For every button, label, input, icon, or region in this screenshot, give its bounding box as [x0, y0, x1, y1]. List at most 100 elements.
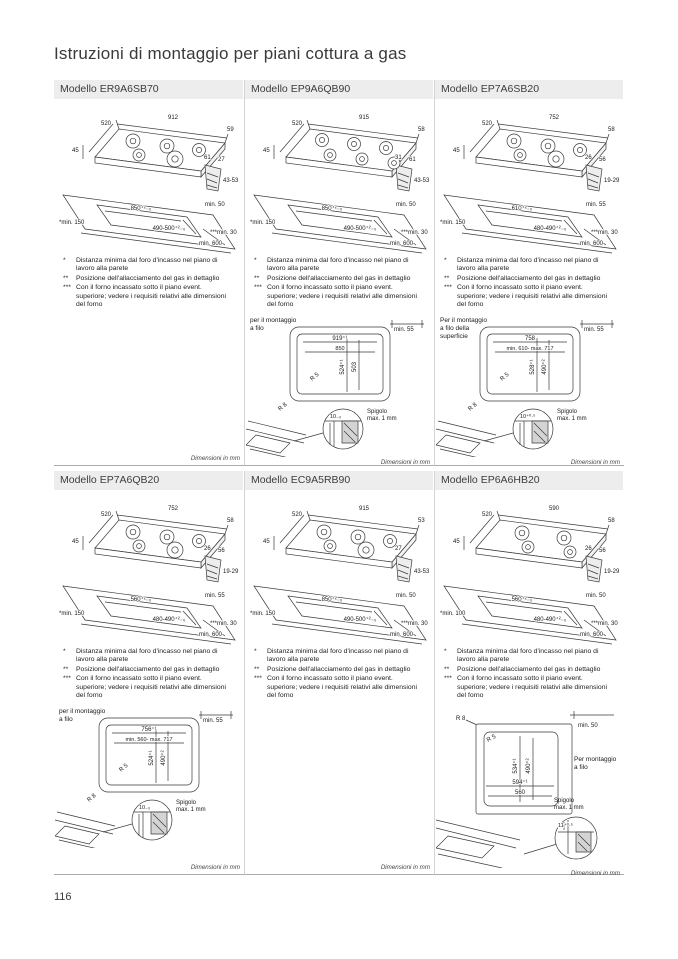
flush-title: Per il montaggio a filo della superficie	[440, 316, 487, 341]
min-top-label: min. 55	[203, 718, 223, 724]
cutout-depth-label: 490-500⁺²₋₀	[153, 225, 186, 232]
min-wall-right-label: ***min. 30	[591, 230, 618, 236]
aux-dim-1: 31	[395, 155, 402, 161]
min-depth-label: min. 600	[199, 632, 223, 638]
depth-label: 520	[101, 121, 112, 127]
model-label: Modello EP9A6QB90	[251, 83, 351, 95]
footnote: *** Con il forno incassato sotto il piano…	[254, 284, 422, 309]
footnote: * Distanza minima dal foro d'incasso nel …	[444, 648, 612, 665]
footnote-marker: **	[254, 274, 260, 282]
detail-dim-label: 10₋₀	[139, 805, 150, 811]
dimensions-note: Dimensioni in mm	[190, 864, 240, 871]
footnotes: * Distanza minima dal foro d'incasso nel …	[254, 257, 433, 311]
footnote-text: Posizione dell'allacciamento del gas in …	[76, 274, 220, 282]
panel-ep7a6sb20: Modello EP7A6SB20 520 752 58 45 26 56 19…	[434, 80, 624, 466]
cutout-depth-label: 480-490⁺²₋₀	[153, 616, 186, 623]
min-top-label: min. 55	[584, 327, 604, 333]
aux-dim-2: 27	[218, 157, 225, 163]
installation-diagram: 520 915 58 45 31 61 43-53 850⁺²₋₀ 490-50…	[249, 114, 431, 254]
footnote: * Distanza minima dal foro d'incasso nel …	[254, 257, 422, 274]
width-label: 752	[549, 115, 560, 121]
edge-height-label: 58	[608, 518, 615, 524]
min-front-label: min. 50	[396, 202, 416, 208]
outer-height-label: 534⁺¹	[512, 758, 519, 773]
gas-position-label: 19-29	[604, 178, 620, 184]
cutout-width-label: 850⁺²₋₀	[131, 205, 152, 212]
left-height-label: 45	[453, 148, 460, 154]
min-front-label: min. 55	[205, 593, 225, 599]
inner-width-label: 850	[335, 346, 344, 352]
aux-dim-1: 61	[204, 155, 211, 161]
footnote: ** Posizione dell'allacciamento del gas i…	[444, 666, 612, 674]
radius-outer-label: R 8	[277, 401, 289, 412]
min-front-label: min. 50	[205, 202, 225, 208]
panel-body: 520 752 58 45 26 56 19-29 560⁺²₋₀ 480-49…	[54, 494, 244, 874]
min-front-label: min. 55	[586, 202, 606, 208]
footnote: ** Posizione dell'allacciamento del gas i…	[63, 666, 231, 674]
footnote-text: Distanza minima dal foro d'incasso nel p…	[76, 257, 218, 273]
footnote-text: Distanza minima dal foro d'incasso nel p…	[267, 648, 409, 664]
panel-ep7a6qb20: Modello EP7A6QB20 520 752 58 45 26 56 19…	[54, 471, 244, 875]
model-label: Modello EC9A5RB90	[251, 474, 351, 486]
footnote-marker: *	[254, 648, 257, 655]
cutout-width-label: 560⁺²₋₀	[131, 596, 152, 603]
footnote-text: Distanza minima dal foro d'incasso nel p…	[76, 648, 218, 664]
outer-height-label: 524⁺¹	[339, 359, 346, 374]
aux-dim-1: 27	[395, 546, 402, 552]
installation-diagram: 520 912 59 45 61 27 43-53 850⁺²₋₀ 490-50…	[58, 114, 240, 254]
footnote-marker: ***	[254, 675, 262, 683]
left-height-label: 45	[72, 148, 79, 154]
gas-position-label: 43-53	[223, 178, 239, 184]
depth-label: 520	[292, 512, 303, 518]
min-wall-right-label: ***min. 30	[210, 230, 237, 236]
inner-width-label: min. 560- max. 717	[125, 737, 172, 743]
cutout-width-label: 850⁺²₋₀	[322, 596, 343, 603]
footnote: * Distanza minima dal foro d'incasso nel …	[63, 257, 231, 274]
aux-dim-1: 26	[585, 155, 592, 161]
inner-height-label: 503	[352, 361, 358, 372]
footnote: *** Con il forno incassato sotto il piano…	[63, 675, 231, 700]
panel-body: 520 590 58 45 26 56 19-29 560⁺²₋₀ 480-49…	[435, 494, 624, 880]
dimensions-note: Dimensioni in mm	[380, 864, 430, 871]
flush-mount-diagram: Per il montaggio a filo della superficie…	[436, 317, 623, 457]
min-top-label: min. 55	[394, 327, 414, 333]
dimensions-note: Dimensioni in mm	[190, 455, 240, 462]
model-label: Modello EP7A6SB20	[441, 83, 540, 95]
left-height-label: 45	[72, 539, 79, 545]
panel-header: Modello EC9A5RB90	[245, 471, 433, 490]
footnote-text: Posizione dell'allacciamento del gas in …	[457, 274, 601, 282]
page-content: Istruzioni di montaggio per piani cottur…	[54, 44, 624, 877]
footnote: ** Posizione dell'allacciamento del gas i…	[254, 275, 422, 283]
spigolo-note: Spigolo max. 1 mm	[554, 797, 584, 812]
edge-height-label: 53	[418, 518, 425, 524]
min-depth-label: min. 600	[390, 241, 414, 247]
inner-height-label: 490⁺²	[541, 359, 548, 374]
cutout-depth-label: 480-490⁺²₋₀	[534, 225, 567, 232]
footnote-marker: ***	[63, 284, 71, 292]
left-height-label: 45	[453, 539, 460, 545]
outer-width-label: 758	[525, 336, 536, 342]
footnote: *** Con il forno incassato sotto il piano…	[444, 675, 612, 700]
min-depth-label: min. 600	[580, 632, 604, 638]
min-wall-left-label: *min. 150	[250, 220, 276, 226]
panel-ep6a6hb20: Modello EP6A6HB20 520 590 58 45 26 56 19…	[434, 471, 624, 877]
gas-position-label: 43-53	[414, 569, 430, 575]
footnotes: * Distanza minima dal foro d'incasso nel …	[444, 648, 623, 702]
gas-position-label: 19-29	[223, 569, 239, 575]
panel-body: 520 912 59 45 61 27 43-53 850⁺²₋₀ 490-50…	[54, 103, 244, 465]
aux-dim-1: 26	[204, 546, 211, 552]
footnote: *** Con il forno incassato sotto il piano…	[254, 675, 422, 700]
flush-mount-diagram: Per montaggio a filo Spigolo max. 1 mm m…	[436, 708, 623, 868]
footnotes: * Distanza minima dal foro d'incasso nel …	[444, 257, 623, 311]
installation-diagram: 520 590 58 45 26 56 19-29 560⁺²₋₀ 480-49…	[439, 505, 621, 645]
footnote-text: Con il forno incassato sotto il piano ev…	[76, 284, 226, 309]
panel-header: Modello EP7A6SB20	[435, 80, 623, 99]
gas-position-label: 43-53	[414, 178, 430, 184]
edge-height-label: 58	[418, 127, 425, 133]
spigolo-note: Spigolo max. 1 mm	[367, 408, 397, 423]
panel-body: 520 915 53 45 27 43-53 850⁺²₋₀ 490-500⁺²…	[245, 494, 434, 874]
width-label: 912	[168, 115, 179, 121]
footnote-marker: ***	[444, 675, 452, 683]
aux-dim-2: 56	[599, 157, 606, 163]
